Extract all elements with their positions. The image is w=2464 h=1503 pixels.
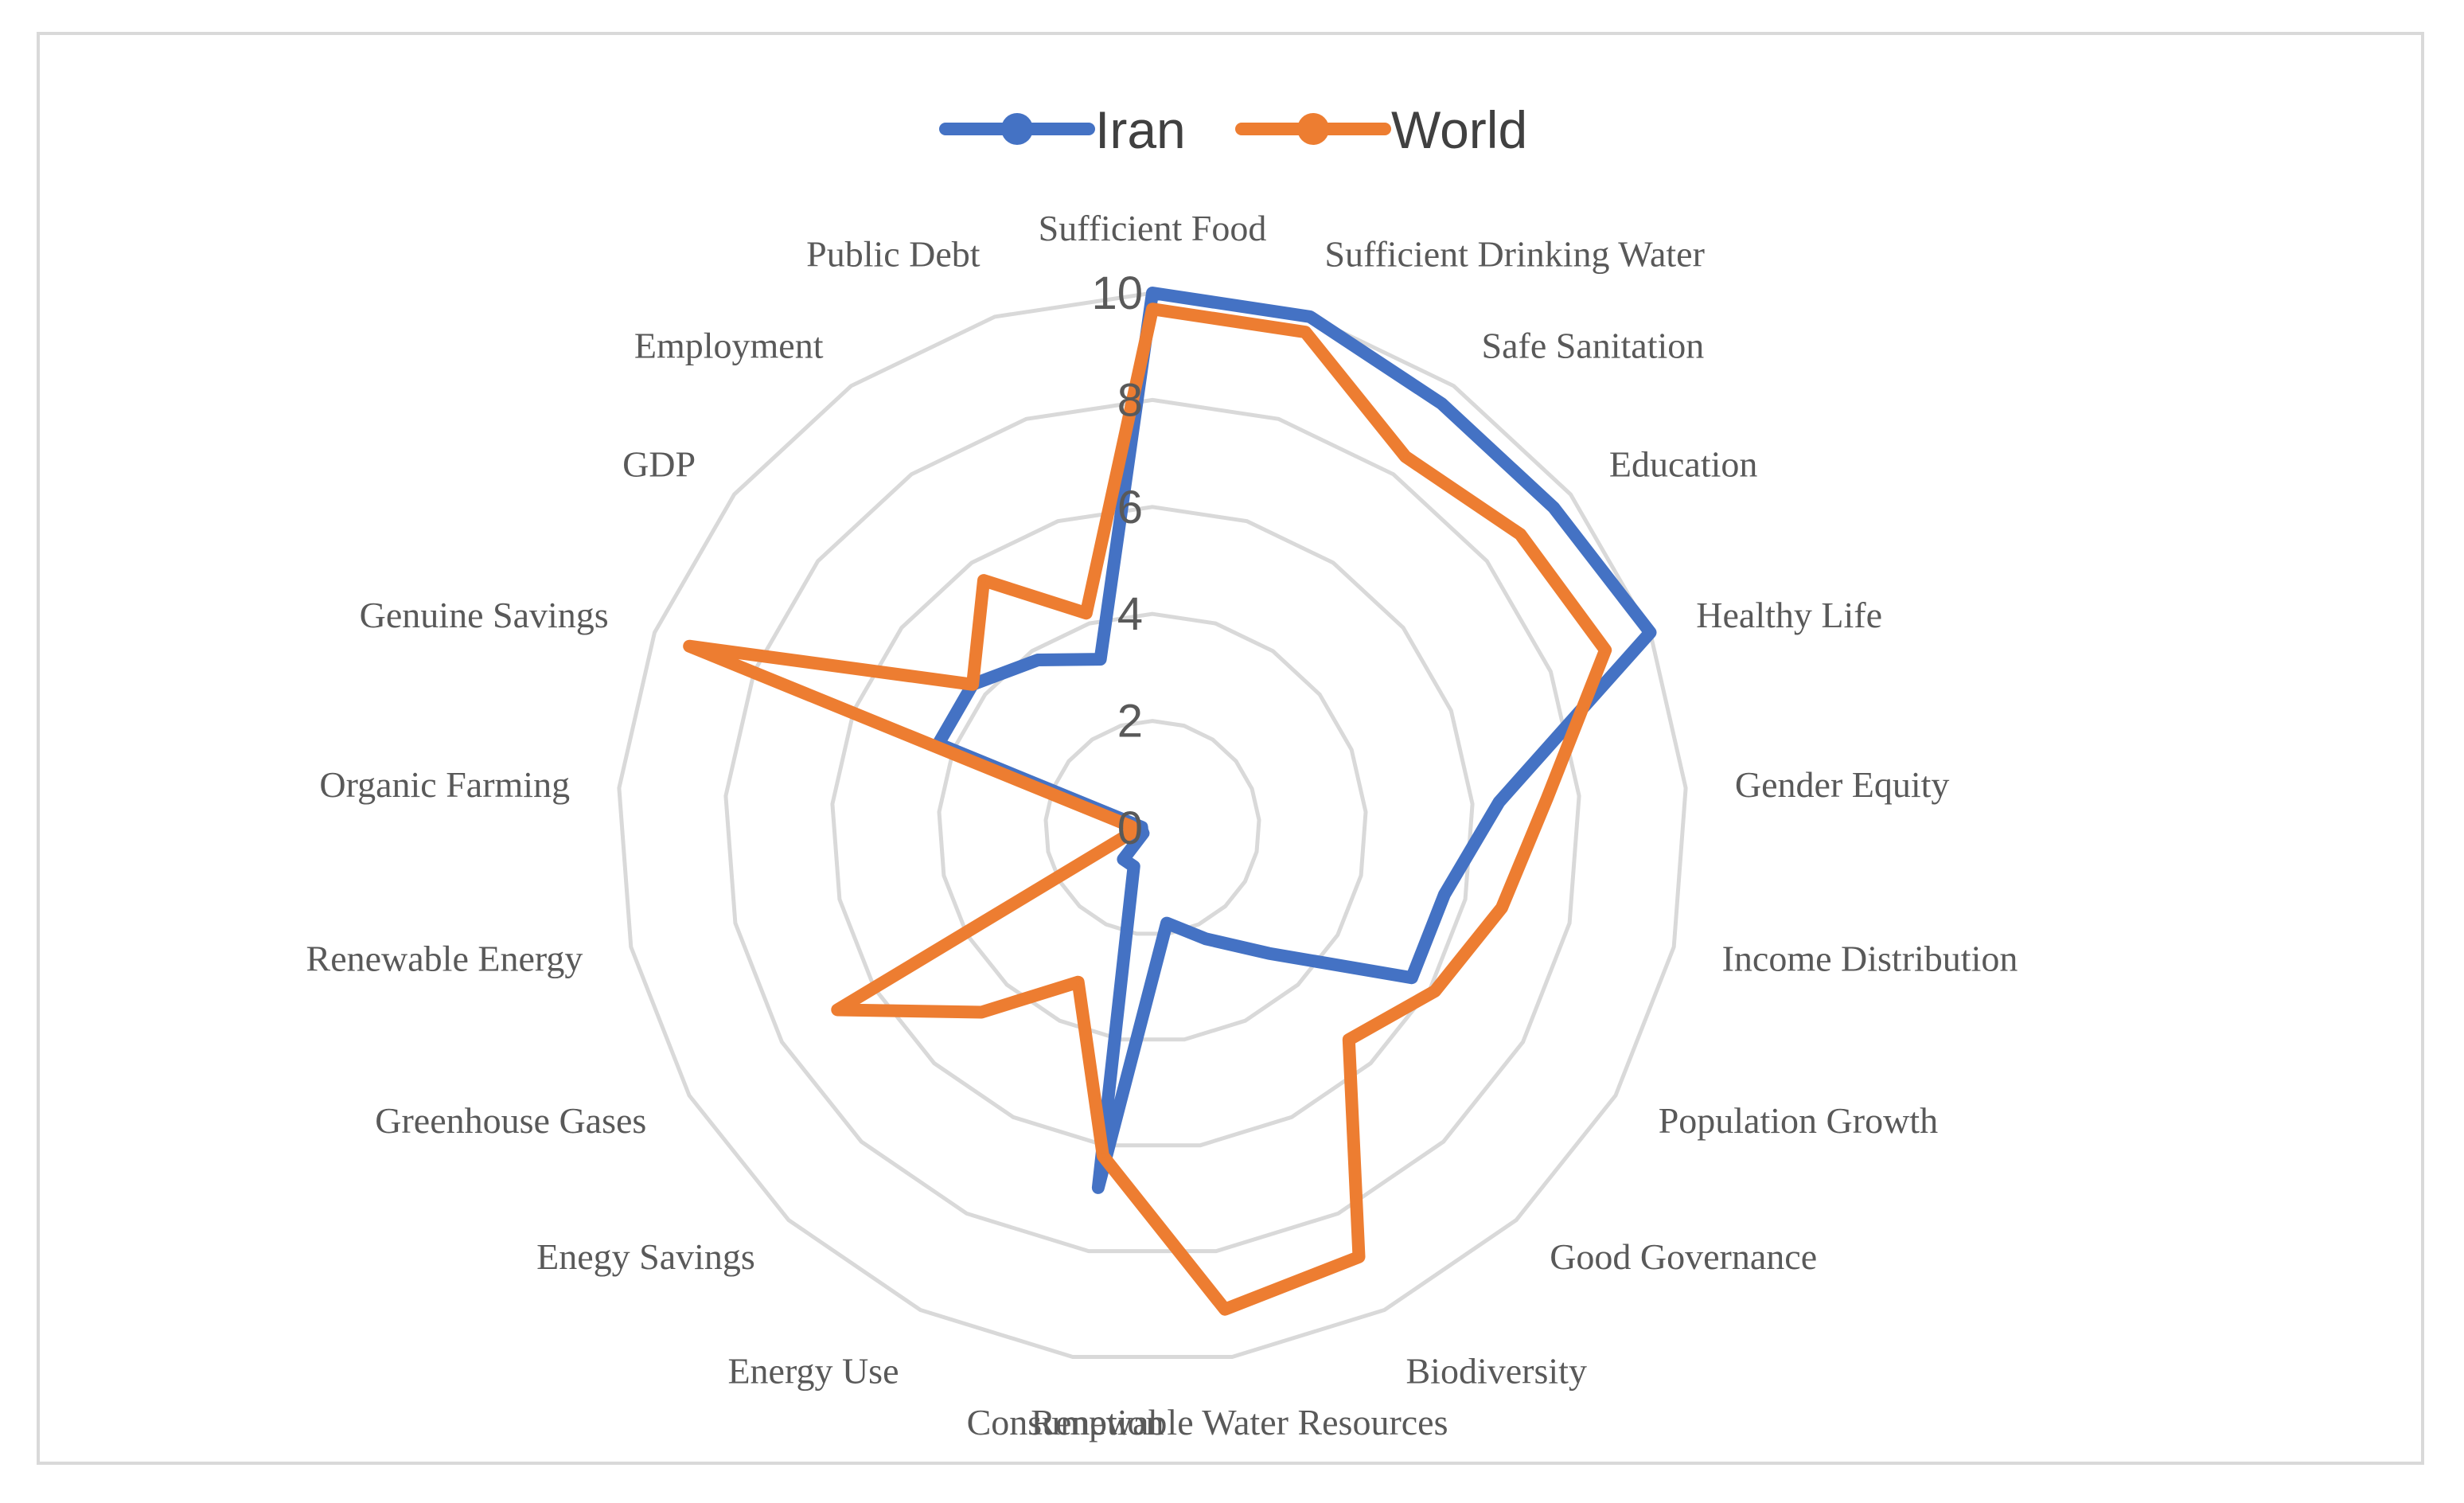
legend: Iran World	[939, 100, 1527, 159]
series-line-iran	[932, 287, 1657, 1194]
radar-grid	[617, 291, 1688, 1359]
point-world-1	[1303, 330, 1308, 335]
grid-ring-5	[617, 291, 1688, 1359]
point-iran-11	[1095, 1185, 1101, 1190]
point-world-9	[1356, 1254, 1362, 1259]
category-label-20: Public Debt	[806, 234, 981, 275]
tick-label-8: 8	[1117, 374, 1143, 426]
grid-ring-1	[1043, 719, 1261, 936]
point-world-19	[981, 578, 986, 584]
category-label-12: Energy Use	[727, 1350, 899, 1391]
category-labels: Sufficient Food Sufficient Drinking Water…	[306, 208, 2018, 1442]
category-label-13: Enegy Savings	[536, 1236, 755, 1277]
point-world-2	[1403, 454, 1408, 459]
category-label-7: Population Growth	[1659, 1100, 1938, 1141]
tick-label-6: 6	[1117, 482, 1143, 533]
category-label-10: Renewable Water Resources	[1031, 1402, 1448, 1442]
point-world-3	[1518, 532, 1523, 537]
point-iran-1	[1308, 314, 1313, 319]
point-iran-16	[1139, 825, 1144, 830]
point-world-20	[1083, 611, 1089, 616]
point-iran-8	[1266, 951, 1272, 956]
grid-ring-3	[830, 505, 1475, 1148]
tick-label-4: 4	[1117, 588, 1143, 640]
legend-label-iran: Iran	[1095, 100, 1186, 159]
tick-label-0: 0	[1117, 802, 1143, 854]
category-label-17: Genuine Savings	[360, 595, 609, 635]
point-world-14	[835, 1007, 840, 1013]
category-label-16: Organic Farming	[319, 764, 570, 805]
category-label-5: Gender Equity	[1735, 764, 1950, 805]
category-label-6: Income Distribution	[1722, 938, 2018, 978]
point-iran-12	[1131, 864, 1136, 869]
point-world-18	[970, 681, 976, 687]
point-world-12	[1075, 979, 1081, 985]
point-iran-7	[1409, 975, 1414, 981]
point-iran-10	[1164, 920, 1169, 926]
legend-label-world: World	[1391, 100, 1527, 159]
point-iran-6	[1441, 892, 1447, 897]
point-world-13	[979, 1009, 984, 1015]
category-label-1: Sufficient Drinking Water	[1324, 234, 1704, 275]
point-iran-13	[1121, 857, 1126, 862]
category-label-9: Biodiversity	[1406, 1350, 1587, 1391]
point-world-15	[1129, 830, 1134, 835]
point-world-17	[687, 643, 692, 649]
point-world-16	[1129, 824, 1134, 829]
category-label-11: Consumption	[967, 1402, 1164, 1442]
category-label-14: Greenhouse Gases	[375, 1100, 646, 1141]
tick-label-10: 10	[1091, 267, 1143, 319]
point-iran-9	[1203, 936, 1209, 942]
category-label-8: Good Governance	[1550, 1236, 1817, 1277]
radial-tick-labels: 0 2 4 6 8 10	[1091, 267, 1143, 854]
point-world-5	[1544, 795, 1550, 801]
point-world-4	[1603, 647, 1608, 653]
point-world-11	[1100, 1154, 1105, 1158]
point-world-8	[1346, 1037, 1351, 1042]
category-label-2: Safe Sanitation	[1482, 326, 1705, 366]
point-iran-5	[1496, 799, 1502, 805]
grid-ring-2	[937, 611, 1368, 1042]
point-iran-2	[1439, 401, 1444, 406]
point-world-10	[1222, 1306, 1228, 1312]
category-label-0: Sufficient Food	[1039, 208, 1267, 248]
category-label-4: Healthy Life	[1696, 595, 1882, 635]
tick-label-2: 2	[1117, 696, 1143, 748]
legend-marker-iran	[1001, 113, 1033, 145]
point-iran-3	[1551, 505, 1557, 510]
series-layer	[683, 287, 1657, 1316]
point-world-6	[1499, 905, 1504, 911]
category-label-18: GDP	[622, 443, 696, 484]
point-world-7	[1433, 989, 1437, 994]
category-label-19: Employment	[634, 326, 824, 366]
series-line-world	[683, 303, 1612, 1316]
category-label-15: Renewable Energy	[306, 938, 583, 978]
point-iran-4	[1647, 630, 1653, 635]
point-world-0	[1150, 306, 1155, 312]
legend-marker-world	[1297, 113, 1329, 145]
point-iran-19	[1035, 658, 1041, 662]
point-iran-0	[1150, 291, 1155, 295]
grid-ring-4	[723, 397, 1581, 1254]
chart-frame	[37, 32, 2424, 1465]
category-label-3: Education	[1609, 443, 1757, 484]
point-iran-20	[1097, 657, 1103, 662]
